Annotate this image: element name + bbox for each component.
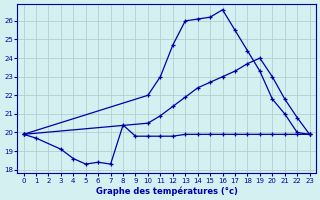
- X-axis label: Graphe des températures (°c): Graphe des températures (°c): [96, 186, 237, 196]
